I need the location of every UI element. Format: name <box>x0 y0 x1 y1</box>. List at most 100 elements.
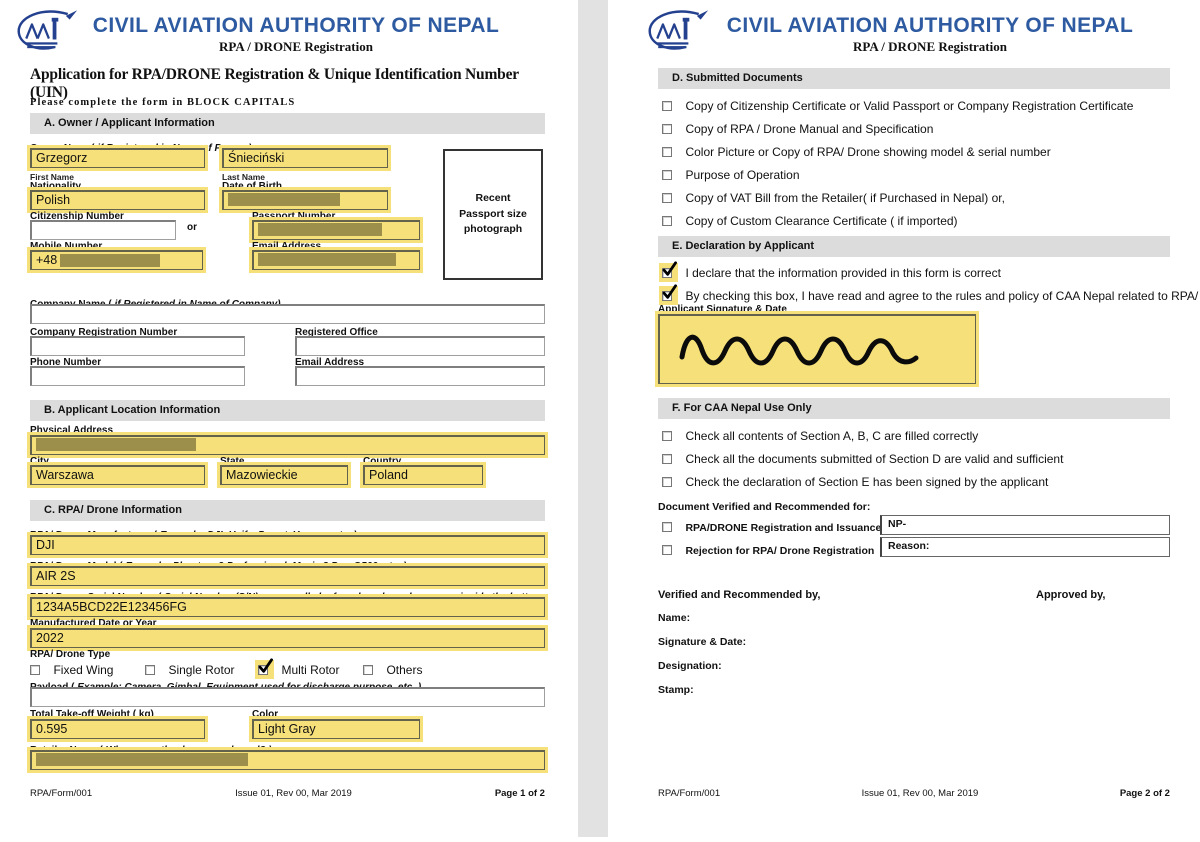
doc-item-5[interactable]: Copy of VAT Bill from the Retailer( if P… <box>662 189 1005 207</box>
drone-type-label: RPA/ Drone Type <box>30 649 111 660</box>
org-title: CIVIL AVIATION AUTHORITY OF NEPAL <box>92 14 500 37</box>
footer-page-number: Page 1 of 2 <box>494 788 545 799</box>
declaration-item-1[interactable]: I declare that the information provided … <box>659 261 1001 282</box>
color-field[interactable]: Light Gray <box>252 719 420 739</box>
checkbox[interactable] <box>662 169 674 181</box>
stamp-label: Stamp: <box>658 684 694 696</box>
section-f-header: F. For CAA Nepal Use Only <box>658 398 1170 419</box>
uin-input[interactable]: NP- <box>880 515 1170 535</box>
reason-input[interactable]: Reason: <box>880 537 1170 557</box>
section-d-header: D. Submitted Documents <box>658 68 1170 89</box>
caan-logo <box>648 10 709 50</box>
type-option-single-rotor[interactable]: Single Rotor <box>145 661 235 679</box>
checkbox[interactable] <box>662 521 674 533</box>
checkbox[interactable] <box>662 100 674 112</box>
physical-address-field[interactable] <box>30 435 545 455</box>
checkbox[interactable] <box>662 453 674 465</box>
model-field[interactable]: AIR 2S <box>30 566 545 586</box>
type-option-fixed-wing[interactable]: Fixed Wing <box>30 661 113 679</box>
passport-field[interactable] <box>252 220 420 240</box>
caa-check-3[interactable]: Check the declaration of Section E has b… <box>662 473 1048 491</box>
manufacturer-field[interactable]: DJI <box>30 535 545 555</box>
signature-label: Applicant Signature & Date <box>658 304 787 315</box>
last-name-field[interactable]: Śnieciński <box>222 148 388 168</box>
registered-office-field[interactable] <box>295 336 545 356</box>
company-email-label: Email Address <box>295 357 365 368</box>
section-e-header: E. Declaration by Applicant <box>658 236 1170 257</box>
checkbox[interactable] <box>662 544 674 556</box>
passport-label: Passport Number <box>252 211 336 222</box>
company-reg-label: Company Registration Number <box>30 327 178 338</box>
redaction-bar <box>228 193 340 206</box>
form-subtitle: RPA / DRONE Registration <box>219 39 373 54</box>
state-label: State <box>220 456 245 467</box>
dob-field[interactable] <box>222 190 388 210</box>
checkbox-single-rotor[interactable] <box>145 664 157 676</box>
doc-item-6[interactable]: Copy of Custom Clearance Certificate ( i… <box>662 212 958 230</box>
checkbox-checked[interactable] <box>659 261 678 282</box>
caa-check-1[interactable]: Check all contents of Section A, B, C ar… <box>662 427 978 445</box>
redaction-bar <box>36 438 196 451</box>
state-field[interactable]: Mazowieckie <box>220 465 348 485</box>
last-name-sublabel: Last Name <box>222 172 265 182</box>
color-label: Color <box>252 709 279 720</box>
checkbox[interactable] <box>662 192 674 204</box>
check-icon <box>258 658 273 673</box>
retailer-field[interactable] <box>30 750 545 770</box>
company-email-field[interactable] <box>295 366 545 386</box>
weight-field[interactable]: 0.595 <box>30 719 205 739</box>
check-icon <box>662 261 677 276</box>
section-c-header: C. RPA/ Drone Information <box>30 500 545 521</box>
checkbox[interactable] <box>662 215 674 227</box>
footer-form-number: RPA/Form/001 <box>30 788 93 799</box>
verified-for-label: Document Verified and Recommended for: <box>658 501 871 513</box>
redaction-bar <box>36 753 248 766</box>
nationality-field[interactable]: Polish <box>30 190 205 210</box>
checkbox-others[interactable] <box>363 664 375 676</box>
city-label: City <box>30 456 49 467</box>
caa-check-2[interactable]: Check all the documents submitted of Sec… <box>662 450 1063 468</box>
serial-field[interactable]: 1234A5BCD22E123456FG <box>30 597 545 617</box>
dob-label: Date of Birth <box>222 181 282 192</box>
declaration-item-2[interactable]: By checking this box, I have read and ag… <box>659 284 1200 305</box>
citizenship-label: Citizenship Number <box>30 211 124 222</box>
company-name-field[interactable] <box>30 304 545 324</box>
registration-option[interactable]: RPA/DRONE Registration and Issuance of U… <box>662 518 915 536</box>
doc-item-2[interactable]: Copy of RPA / Drone Manual and Specifica… <box>662 120 933 138</box>
nationality-label: Nationality <box>30 181 82 192</box>
citizenship-field[interactable] <box>30 220 176 240</box>
footer-page-number: Page 2 of 2 <box>1119 788 1170 799</box>
type-option-others[interactable]: Others <box>363 661 422 679</box>
page-gutter <box>578 0 608 837</box>
year-field[interactable]: 2022 <box>30 628 545 648</box>
redaction-bar <box>258 223 382 236</box>
checkbox[interactable] <box>662 123 674 135</box>
phone-field[interactable] <box>30 366 245 386</box>
doc-item-3[interactable]: Color Picture or Copy of RPA/ Drone show… <box>662 143 1051 161</box>
caan-logo <box>17 10 78 50</box>
checkbox[interactable] <box>662 430 674 442</box>
company-reg-field[interactable] <box>30 336 245 356</box>
country-field[interactable]: Poland <box>363 465 483 485</box>
checkbox-multi-rotor-checked[interactable] <box>255 658 274 679</box>
section-b-header: B. Applicant Location Information <box>30 400 545 421</box>
rejection-option[interactable]: Rejection for RPA/ Drone Registration <box>662 541 874 559</box>
checkbox-checked[interactable] <box>659 284 678 305</box>
registered-office-label: Registered Office <box>295 327 378 338</box>
type-option-multi-rotor[interactable]: Multi Rotor <box>255 658 339 679</box>
signature-field[interactable] <box>658 314 976 384</box>
country-label: Country <box>363 456 402 467</box>
email-field[interactable] <box>252 250 420 270</box>
mobile-field[interactable]: +48 <box>30 250 203 270</box>
checkbox[interactable] <box>662 146 674 158</box>
designation-label: Designation: <box>658 660 722 672</box>
year-label: Manufactured Date or Year <box>30 618 157 629</box>
checkbox-fixed-wing[interactable] <box>30 664 42 676</box>
checkbox[interactable] <box>662 476 674 488</box>
city-field[interactable]: Warszawa <box>30 465 205 485</box>
doc-item-1[interactable]: Copy of Citizenship Certificate or Valid… <box>662 97 1133 115</box>
instruction-text: Please complete the form in BLOCK CAPITA… <box>30 97 296 108</box>
payload-field[interactable] <box>30 687 545 707</box>
first-name-field[interactable]: Grzegorz <box>30 148 205 168</box>
doc-item-4[interactable]: Purpose of Operation <box>662 166 800 184</box>
